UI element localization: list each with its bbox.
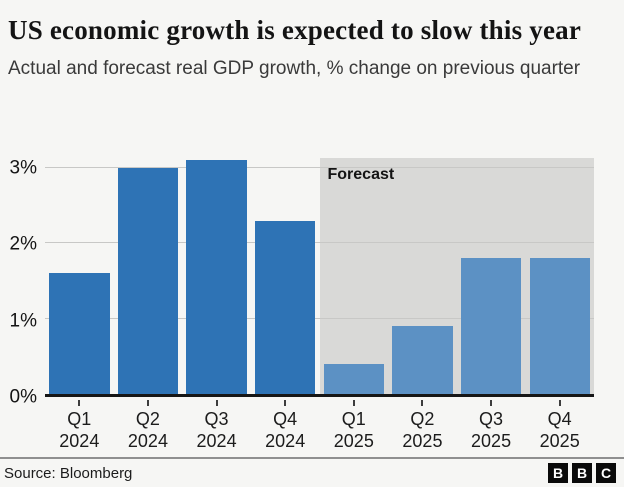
bar-slot-q3-2025 xyxy=(457,158,526,394)
x-tick-q3-2025: Q3 2025 xyxy=(457,400,526,452)
tick-mark xyxy=(490,400,493,406)
y-axis-labels: 0% 1% 2% 3% xyxy=(0,157,37,406)
x-tick-q2-2024: Q2 2024 xyxy=(114,400,183,452)
source-label: Source: Bloomberg xyxy=(4,464,133,482)
tick-mark xyxy=(558,400,561,406)
x-tick-q4-2025: Q4 2025 xyxy=(525,400,594,452)
x-tick-quarter: Q2 xyxy=(135,409,160,429)
forecast-label: Forecast xyxy=(327,166,395,183)
x-tick-quarter: Q1 xyxy=(341,409,366,429)
x-axis-labels: Q1 2024 Q2 2024 Q3 2024 Q4 2024 Q1 2025 Q2 2025 Q3 20… xyxy=(45,400,594,452)
x-tick-year: 2025 xyxy=(471,431,512,451)
x-tick-quarter: Q4 xyxy=(547,409,572,429)
x-tick-q3-2024: Q3 2024 xyxy=(182,400,251,452)
x-tick-q4-2024: Q4 2024 xyxy=(251,400,320,452)
footer-divider xyxy=(0,457,624,459)
bbc-logo-letter-b: B xyxy=(572,463,592,483)
tick-mark xyxy=(421,400,424,406)
bar-q4-2024 xyxy=(255,220,316,394)
x-tick-q2-2025: Q2 2025 xyxy=(388,400,457,452)
x-tick-quarter: Q2 xyxy=(410,409,435,429)
bar-slot-q2-2024 xyxy=(114,158,183,394)
bar-q4-2025 xyxy=(529,258,590,394)
bar-q1-2025 xyxy=(323,363,384,394)
bar-slot-q4-2025 xyxy=(525,158,594,394)
bbc-logo-letter-b: B xyxy=(548,463,568,483)
x-tick-q1-2025: Q1 2025 xyxy=(320,400,389,452)
gridline-3% xyxy=(45,166,594,168)
bar-q2-2025 xyxy=(392,326,453,394)
tick-mark xyxy=(78,400,81,406)
x-tick-quarter: Q3 xyxy=(479,409,504,429)
tick-mark xyxy=(215,400,218,406)
x-tick-year: 2024 xyxy=(59,431,100,451)
x-tick-year: 2024 xyxy=(196,431,237,451)
y-tick-label-0%: 0% xyxy=(9,386,37,408)
x-tick-quarter: Q3 xyxy=(204,409,229,429)
plot-area: Forecast xyxy=(45,158,594,397)
bar-q3-2024 xyxy=(186,160,247,394)
bar-slot-q3-2024 xyxy=(182,158,251,394)
tick-mark xyxy=(146,400,149,406)
gridline-1% xyxy=(45,317,594,319)
x-tick-quarter: Q1 xyxy=(67,409,92,429)
bar-q2-2024 xyxy=(117,167,179,394)
x-tick-q1-2024: Q1 2024 xyxy=(45,400,114,452)
y-tick-label-1%: 1% xyxy=(9,310,37,332)
bar-slot-q4-2024 xyxy=(251,158,320,394)
x-tick-year: 2024 xyxy=(127,431,168,451)
x-tick-year: 2025 xyxy=(402,431,443,451)
bbc-logo-letter-c: C xyxy=(596,463,616,483)
tick-mark xyxy=(284,400,287,406)
x-tick-year: 2025 xyxy=(539,431,580,451)
bar-slot-q2-2025 xyxy=(388,158,457,394)
chart-header: US economic growth is expected to slow t… xyxy=(8,12,612,81)
page-title: US economic growth is expected to slow t… xyxy=(8,15,582,45)
bar-q3-2025 xyxy=(460,258,522,394)
x-tick-year: 2025 xyxy=(333,431,374,451)
bar-series xyxy=(45,158,594,394)
bar-slot-q1-2025 xyxy=(320,158,389,394)
bar-q1-2024 xyxy=(49,273,110,394)
chart-subtitle: Actual and forecast real GDP growth, % c… xyxy=(8,58,581,79)
y-tick-label-2%: 2% xyxy=(9,233,37,255)
x-tick-quarter: Q4 xyxy=(273,409,298,429)
bar-slot-q1-2024 xyxy=(45,158,114,394)
x-tick-year: 2024 xyxy=(265,431,306,451)
y-tick-label-3%: 3% xyxy=(9,157,37,179)
gridline-2% xyxy=(45,242,594,244)
tick-mark xyxy=(352,400,355,406)
